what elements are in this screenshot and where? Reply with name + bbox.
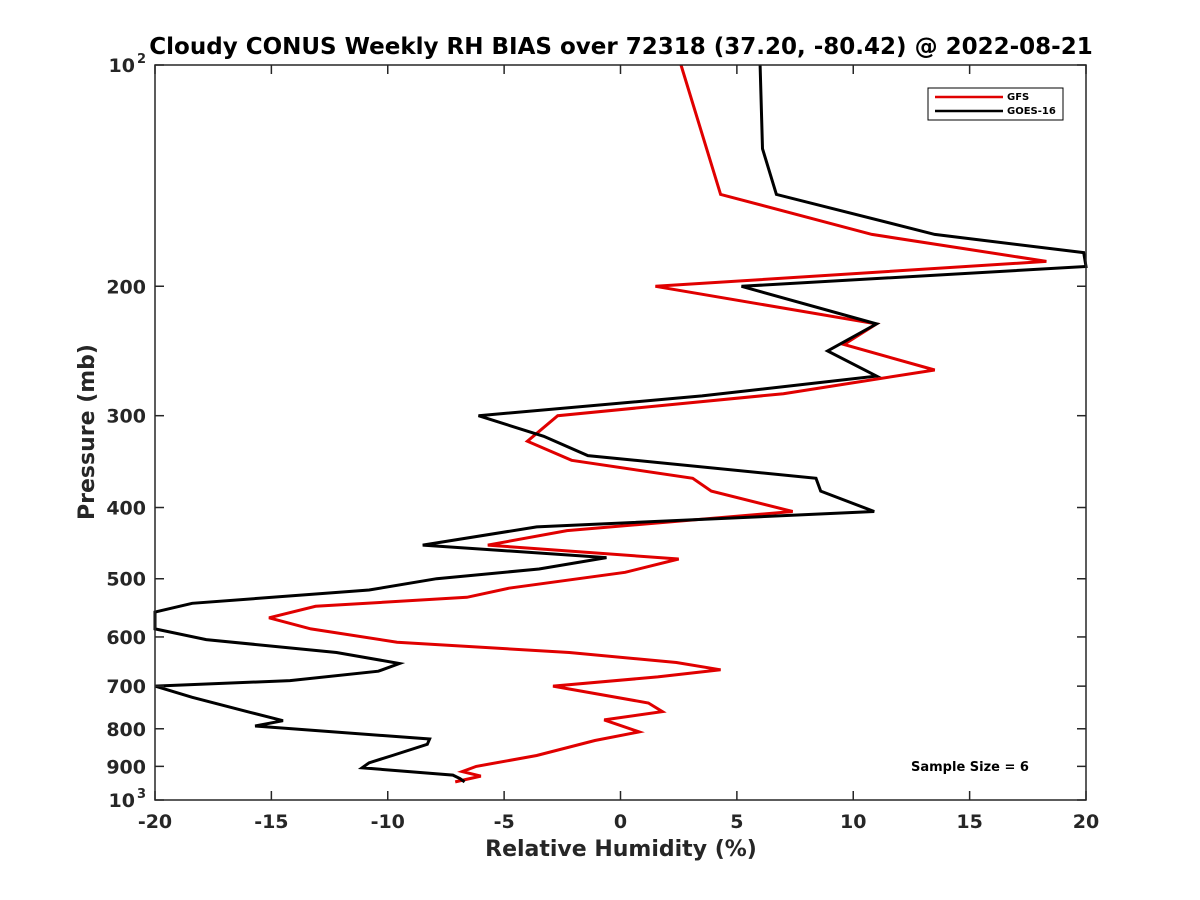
x-axis-label: Relative Humidity (%) — [485, 837, 757, 862]
x-tick-label: 0 — [614, 811, 627, 833]
series-line-gfs — [268, 64, 1047, 784]
x-tick-label: -10 — [371, 811, 405, 833]
y-tick-label: 200 — [106, 276, 146, 298]
x-tick-label: -15 — [254, 811, 288, 833]
legend-label-gfs: GFS — [1007, 92, 1029, 103]
y-tick-label: 10 — [109, 55, 135, 77]
x-tick-label: 5 — [730, 811, 743, 833]
plot-area: -20 -15 -10 -5 0 5 10 15 20 10 220030040050060070… — [106, 52, 1099, 833]
sample-size-annotation: Sample Size = 6 — [911, 760, 1029, 775]
legend-box — [927, 87, 1064, 121]
legend: GFS GOES-16 — [927, 87, 1064, 121]
plot-frame — [154, 64, 1087, 801]
y-tick-label: 800 — [106, 719, 146, 741]
x-tick-label: -5 — [494, 811, 515, 833]
y-tick-label: 500 — [106, 569, 146, 591]
y-tick-label: 300 — [106, 406, 146, 428]
y-tick-label: 10 — [109, 790, 135, 812]
y-tick-label: 900 — [106, 756, 146, 778]
y-tick-exponent: 2 — [137, 52, 146, 67]
x-tick-label: 15 — [956, 811, 982, 833]
series-line-goes16 — [153, 64, 1088, 784]
y-axis-label: Pressure (mb) — [75, 344, 100, 520]
x-tick-label: -20 — [138, 811, 172, 833]
x-tick-label: 20 — [1073, 811, 1099, 833]
y-tick-label: 400 — [106, 498, 146, 520]
y-tick-label: 600 — [106, 627, 146, 649]
legend-label-goes16: GOES-16 — [1007, 106, 1056, 117]
x-tick-label: 10 — [840, 811, 866, 833]
chart-title: Cloudy CONUS Weekly RH BIAS over 72318 (… — [149, 34, 1092, 60]
y-tick-exponent: 3 — [137, 787, 146, 802]
y-tick-label: 700 — [106, 676, 146, 698]
